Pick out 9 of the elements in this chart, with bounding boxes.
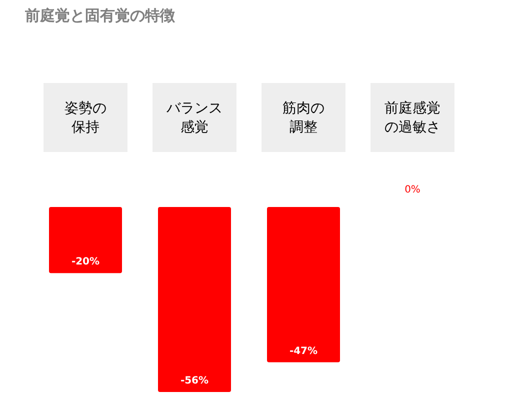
data-label: 0% xyxy=(404,184,420,196)
x-tick-label: 姿勢の保持 xyxy=(64,100,106,136)
chart-title: 前庭覚と固有覚の特徴 xyxy=(24,6,176,24)
x-tick-label: 前庭感覚の過敏さ xyxy=(384,100,440,136)
x-tick-label: バランス感覚 xyxy=(166,100,222,136)
data-label: -20% xyxy=(71,256,100,268)
data-label: -56% xyxy=(180,376,209,386)
data-label: -47% xyxy=(289,346,318,357)
x-tick-label: 筋肉の調整 xyxy=(282,100,324,136)
